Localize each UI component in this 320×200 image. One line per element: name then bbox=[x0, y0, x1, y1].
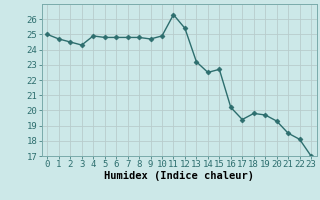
X-axis label: Humidex (Indice chaleur): Humidex (Indice chaleur) bbox=[104, 171, 254, 181]
